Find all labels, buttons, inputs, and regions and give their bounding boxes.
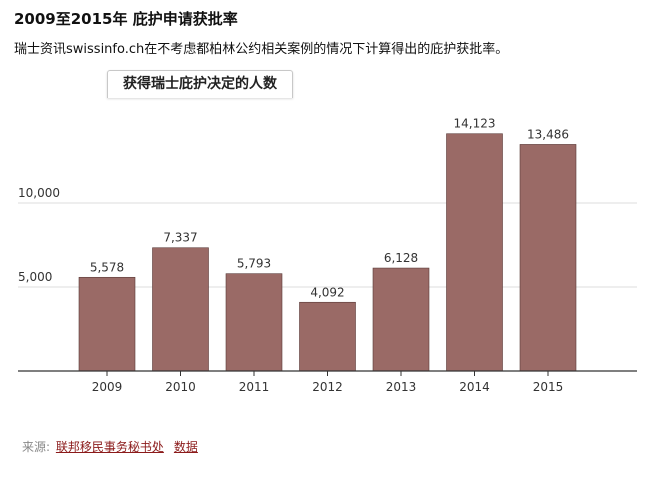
bar-2014[interactable] <box>446 133 503 372</box>
chart-subtitle: 瑞士资讯swissinfo.ch在不考虑都柏林公约相关案例的情况下计算得出的庇护… <box>14 42 509 57</box>
x-tick-label: 2013 <box>386 380 417 394</box>
bar-2009[interactable] <box>78 276 136 372</box>
bar-2013[interactable] <box>372 267 430 372</box>
axis-layer: 2009 2010 2011 2012 2013 2014 2015 <box>18 370 637 394</box>
data-label: 5,578 <box>90 260 124 274</box>
label-layer: 5,578 7,337 5,793 4,092 6,128 14,123 13,486 <box>90 117 569 300</box>
source-line: 来源: 联邦移民事务秘书处 数据 <box>22 438 198 455</box>
chart-title: 2009至2015年 庇护申请获批率 <box>14 10 238 28</box>
y-tick-label: 5,000 <box>18 270 52 284</box>
source-link-sem[interactable]: 联邦移民事务秘书处 <box>55 440 164 454</box>
data-label: 6,128 <box>384 251 418 265</box>
data-label: 4,092 <box>310 285 344 299</box>
tab-asylum-decisions[interactable]: 获得瑞士庇护决定的人数 <box>107 70 293 98</box>
bar-layer <box>78 133 577 372</box>
bar-2015[interactable] <box>519 144 577 372</box>
bar-2010[interactable] <box>152 247 209 372</box>
x-tick-label: 2014 <box>459 380 490 394</box>
source-link-data[interactable]: 数据 <box>173 440 198 454</box>
data-label: 5,793 <box>237 257 271 271</box>
bar-2012[interactable] <box>299 301 356 372</box>
x-tick-label: 2015 <box>533 380 564 394</box>
data-label: 14,123 <box>454 117 496 131</box>
data-label: 7,337 <box>163 231 197 245</box>
data-label: 13,486 <box>527 127 569 141</box>
x-tick-label: 2012 <box>312 380 343 394</box>
x-tick-label: 2011 <box>239 380 270 394</box>
bar-chart: 5,000 10,000 5,578 7,337 5,793 4,092 6,128 14,… <box>18 117 637 394</box>
bar-2011[interactable] <box>225 273 283 372</box>
x-tick-label: 2010 <box>165 380 196 394</box>
y-tick-label: 10,000 <box>18 186 60 200</box>
x-tick-label: 2009 <box>92 380 123 394</box>
source-label: 来源: <box>22 440 51 454</box>
